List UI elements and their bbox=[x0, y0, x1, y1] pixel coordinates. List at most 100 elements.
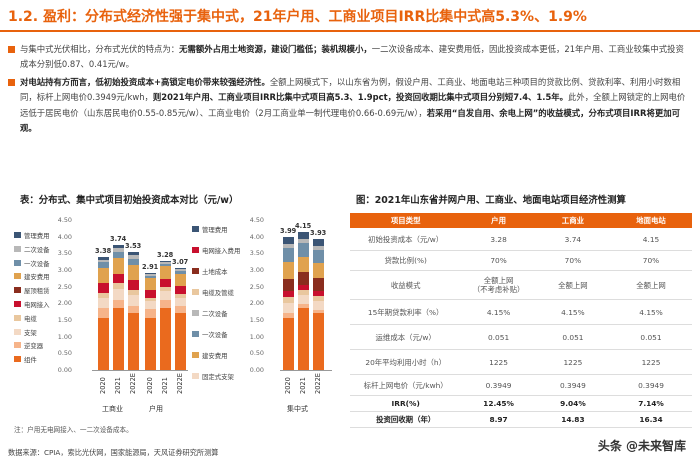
bar-segment bbox=[283, 262, 294, 279]
bar-segment bbox=[98, 308, 109, 319]
bar-segment bbox=[298, 239, 309, 244]
watermark: 头条 @未来智库 bbox=[597, 439, 686, 453]
left-chart-caption: 表：分布式、集中式项目初始投资成本对比（元/w） bbox=[20, 195, 239, 206]
bar-segment bbox=[128, 264, 139, 281]
bar-segment bbox=[298, 231, 309, 240]
x-axis-line bbox=[92, 370, 188, 371]
bar-segment bbox=[98, 292, 109, 298]
bar-segment bbox=[175, 294, 186, 298]
bar-segment bbox=[145, 274, 156, 276]
legend-label: 管理费用 bbox=[202, 226, 228, 234]
table-row-label: IRR(%) bbox=[350, 395, 462, 412]
bar-segment bbox=[98, 262, 109, 269]
bar-segment bbox=[145, 273, 156, 275]
x-tick-label: 2020 bbox=[284, 377, 292, 394]
legend-label: 屋顶租赁 bbox=[24, 287, 50, 296]
legend-swatch bbox=[14, 356, 21, 363]
bar-segment bbox=[298, 290, 309, 295]
y-tick-label: 3.00 bbox=[249, 266, 264, 274]
y-tick-label: 4.00 bbox=[249, 232, 264, 241]
bar-segment bbox=[283, 313, 294, 319]
bar-segment bbox=[98, 318, 109, 370]
x-tick-label: 2022E bbox=[129, 373, 137, 394]
table-cell: 3.28 bbox=[461, 228, 536, 251]
bullet-list: 与集中式光伏相比，分布式光伏的特点为：无需额外占用土地资源，建设门槛低；装机规模… bbox=[8, 42, 692, 138]
bar-segment bbox=[160, 308, 171, 370]
table-cell: 4.15 bbox=[610, 228, 692, 251]
bar-segment bbox=[175, 273, 186, 286]
table-row-label: 20年平均利用小时（h） bbox=[350, 349, 462, 375]
legend-swatch bbox=[14, 232, 21, 238]
table-cell: 70% bbox=[535, 250, 611, 271]
table-cell: 4.15% bbox=[461, 299, 536, 325]
legend-swatch bbox=[192, 268, 199, 274]
y-tick-label: 0.00 bbox=[249, 366, 264, 374]
bar-segment bbox=[145, 289, 156, 298]
table-row-label: 收益模式 bbox=[350, 270, 462, 300]
y-tick-label: 0.50 bbox=[57, 349, 72, 358]
bar-segment bbox=[313, 278, 324, 291]
bar-segment bbox=[128, 258, 139, 265]
bullet-text: 一二次设备成本、建安费用低，因此投资成本更低，21年户用、工商业较集中式投资成本… bbox=[20, 44, 684, 70]
table-header-cell: 工商业 bbox=[535, 213, 611, 228]
y-tick-label: 3.00 bbox=[57, 266, 72, 274]
bar-segment bbox=[313, 291, 324, 296]
table-row: 投资回收期（年） 8.97 14.83 16.34 bbox=[350, 411, 692, 428]
table-row: 收益模式 全额上网 （不考虑补贴） 全额上网 全额上网 bbox=[350, 270, 692, 300]
bar-segment bbox=[283, 237, 294, 244]
table-cell: 14.83 bbox=[535, 411, 611, 428]
legend-swatch bbox=[14, 273, 21, 280]
y-tick-label: 4.00 bbox=[57, 232, 72, 241]
bar-segment bbox=[283, 318, 294, 370]
y-tick-label: 4.50 bbox=[57, 216, 72, 224]
legend-swatch bbox=[192, 373, 199, 379]
bar-segment bbox=[113, 283, 124, 289]
bar-segment bbox=[298, 308, 309, 370]
table-row: 贷款比例(%) 70% 70% 70% bbox=[350, 250, 692, 271]
bullet-bold-text: 无需额外占用土地资源，建设门槛低；装机规模小， bbox=[179, 44, 372, 54]
bar-segment bbox=[283, 244, 294, 248]
bar-total-label: 3.99 bbox=[280, 227, 297, 235]
table-cell: 0.051 bbox=[461, 324, 536, 350]
y-tick-label: 1.00 bbox=[57, 332, 72, 341]
y-tick-label: 2.00 bbox=[249, 299, 264, 308]
table-row-label: 贷款比例(%) bbox=[350, 250, 462, 271]
table-row-label: 运维成本（元/w） bbox=[350, 324, 462, 350]
page-title: 1.2. 盈利：分布式经济性强于集中式，21年户用、工商业项目IRR比集中式高5… bbox=[8, 9, 587, 25]
x-tick-label: 2020 bbox=[146, 377, 154, 394]
bar-segment bbox=[313, 296, 324, 301]
table-cell: 全额上网 bbox=[535, 270, 611, 300]
bullet-text: 与集中式光伏相比，分布式光伏的特点为： bbox=[20, 44, 180, 54]
legend-label: 一次设备 bbox=[24, 259, 50, 268]
bar-segment bbox=[175, 297, 186, 306]
bar-segment bbox=[313, 313, 324, 370]
bar-segment bbox=[98, 297, 109, 309]
bar-total-label: 3.07 bbox=[172, 257, 189, 266]
table-cell: 0.051 bbox=[610, 324, 692, 350]
bar-segment bbox=[98, 283, 109, 293]
table-row: 20年平均利用小时（h） 1225 1225 1225 bbox=[350, 349, 692, 375]
legend-label: 电网接入 bbox=[24, 301, 50, 309]
bar-segment bbox=[283, 303, 294, 314]
group-label: 户用 bbox=[149, 405, 163, 413]
x-tick-label: 2021 bbox=[299, 377, 307, 394]
table-header-cell: 地面电站 bbox=[610, 213, 692, 228]
x-axis-line bbox=[280, 370, 332, 371]
legend-swatch bbox=[192, 226, 199, 232]
bar-segment bbox=[145, 275, 156, 278]
table-cell: 0.3949 bbox=[461, 374, 536, 396]
legend-swatch bbox=[192, 310, 199, 316]
bar-segment bbox=[160, 260, 171, 262]
legend-label: 建安费用 bbox=[202, 352, 228, 360]
y-tick-label: 2.00 bbox=[57, 299, 72, 308]
table-cell: 12.45% bbox=[461, 395, 536, 412]
bar-segment bbox=[145, 278, 156, 290]
table-cell: 16.34 bbox=[610, 411, 692, 428]
group-label: 集中式 bbox=[287, 405, 308, 413]
y-tick-label: 0.00 bbox=[57, 366, 72, 374]
bar-segment bbox=[98, 257, 109, 260]
y-tick-label: 4.50 bbox=[249, 216, 264, 224]
table-cell: 1225 bbox=[461, 349, 536, 375]
legend-label: 二次设备 bbox=[24, 245, 50, 254]
x-tick-label: 2021 bbox=[161, 377, 169, 394]
